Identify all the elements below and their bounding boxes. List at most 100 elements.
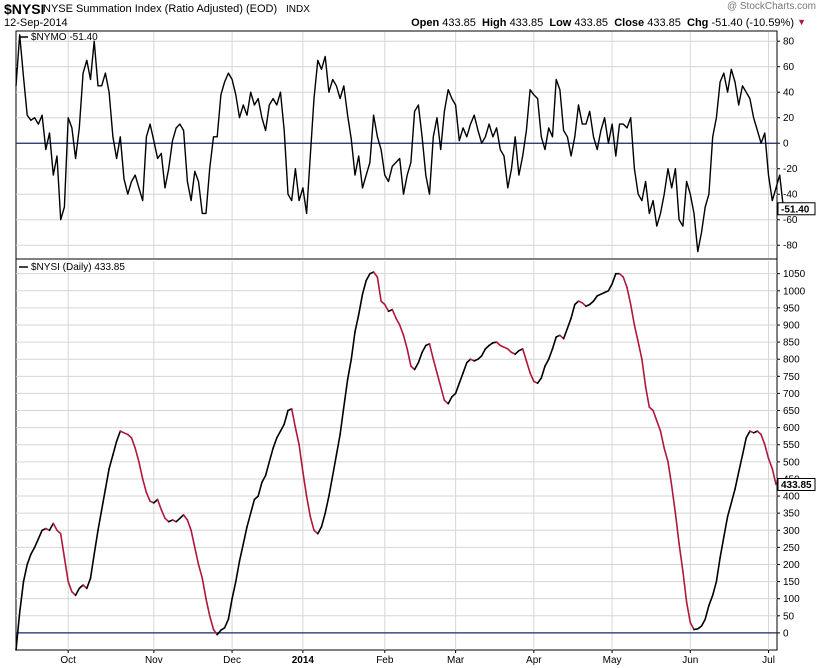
y-tick-label: 0 bbox=[783, 139, 789, 150]
nysi-series-segment bbox=[652, 409, 658, 422]
nysi-series-segment bbox=[760, 433, 766, 446]
nysi-series-segment bbox=[156, 498, 163, 511]
series-legend: $NYMO -51.40 bbox=[31, 32, 98, 43]
nysi-series-segment bbox=[309, 515, 315, 532]
nysi-series-segment bbox=[216, 629, 222, 636]
nysi-series-segment bbox=[618, 272, 625, 278]
nysi-series-segment bbox=[514, 349, 520, 355]
nysi-series-segment bbox=[372, 271, 379, 278]
high-label: High bbox=[482, 17, 507, 29]
stockcharts-credit: @ StockCharts.com bbox=[726, 1, 816, 12]
nysi-series-segment bbox=[145, 491, 151, 503]
y-tick-label: 1050 bbox=[783, 269, 806, 280]
nysi-series-segment bbox=[130, 437, 136, 450]
nysi-series-segment bbox=[633, 324, 640, 343]
y-tick-label: 40 bbox=[783, 88, 795, 99]
nysi-series-segment bbox=[208, 614, 215, 631]
nysi-series-segment bbox=[629, 303, 636, 326]
nysi-series-segment bbox=[525, 360, 531, 374]
nysi-series-segment bbox=[320, 512, 327, 528]
nysi-series-segment bbox=[413, 361, 420, 371]
nysi-series-segment bbox=[495, 341, 502, 347]
nysi-series-segment bbox=[465, 358, 472, 364]
chg-label: Chg bbox=[687, 17, 709, 29]
nysi-series-segment bbox=[391, 308, 397, 320]
nysi-series-segment bbox=[242, 525, 248, 545]
y-tick-label: 100 bbox=[783, 594, 800, 605]
nysi-series-segment bbox=[56, 529, 62, 535]
nysi-series-segment bbox=[86, 577, 92, 590]
nysi-series-segment bbox=[402, 334, 409, 350]
low-value: 433.85 bbox=[574, 17, 609, 29]
nysi-series-segment bbox=[342, 378, 349, 408]
nysi-series-segment bbox=[246, 512, 252, 528]
nysi-series-segment bbox=[406, 348, 412, 367]
nysi-series-segment bbox=[354, 313, 360, 333]
nysi-series-segment bbox=[380, 300, 386, 306]
nysi-series-segment bbox=[655, 419, 662, 432]
nysi-series-segment bbox=[33, 537, 40, 549]
nysi-series-segment bbox=[637, 341, 643, 361]
y-tick-label: 80 bbox=[783, 37, 795, 48]
down-arrow-icon: ▼ bbox=[797, 17, 806, 27]
nysi-series-segment bbox=[551, 336, 558, 350]
chart-description: NYSE Summation Index (Ratio Adjusted) (E… bbox=[43, 3, 278, 15]
nysi-series-segment bbox=[339, 406, 345, 436]
low-label: Low bbox=[549, 17, 572, 29]
nysi-series-segment bbox=[566, 317, 572, 330]
nysi-series-segment bbox=[257, 481, 263, 497]
nysi-series-segment bbox=[227, 597, 233, 621]
y-tick-label: -60 bbox=[783, 215, 798, 226]
nysi-series-segment bbox=[570, 303, 576, 320]
nysi-series-segment bbox=[22, 563, 29, 583]
x-tick-label: Oct bbox=[60, 655, 76, 666]
y-tick-label: 700 bbox=[783, 389, 800, 400]
nysi-series-segment bbox=[104, 467, 110, 491]
nysi-series-segment bbox=[78, 584, 84, 590]
nysi-series-segment bbox=[648, 406, 654, 412]
nysi-series-segment bbox=[302, 471, 308, 497]
y-tick-label: 0 bbox=[783, 628, 789, 639]
nysi-series-segment bbox=[328, 474, 334, 497]
nysi-series-segment bbox=[324, 495, 330, 515]
x-tick-label: Mar bbox=[447, 655, 465, 666]
nysi-series-segment bbox=[659, 430, 666, 450]
nysi-series-segment bbox=[298, 443, 304, 473]
nysi-series-segment bbox=[141, 478, 148, 494]
last-value-label: -51.40 bbox=[781, 204, 810, 215]
nysi-series-segment bbox=[30, 546, 36, 556]
nysi-series-segment bbox=[283, 409, 289, 426]
nysi-series-segment bbox=[74, 587, 81, 597]
y-tick-label: 950 bbox=[783, 303, 800, 314]
nysi-series-segment bbox=[451, 392, 457, 398]
nysi-series-segment bbox=[235, 560, 241, 583]
nysi-series-segment bbox=[395, 317, 401, 326]
nysi-series-segment bbox=[127, 433, 133, 439]
nysi-series-segment bbox=[477, 354, 483, 361]
nysi-series-segment bbox=[67, 580, 73, 593]
nysi-series-segment bbox=[71, 590, 77, 597]
nysi-series-segment bbox=[663, 447, 669, 463]
nysi-series-segment bbox=[726, 502, 733, 518]
nysi-series-segment bbox=[112, 440, 118, 456]
nysi-series-segment bbox=[160, 508, 166, 520]
nysi-series-segment bbox=[89, 553, 95, 580]
nysi-series-segment bbox=[175, 517, 181, 523]
nysi-series-segment bbox=[678, 543, 684, 573]
nysi-series-segment bbox=[294, 426, 300, 446]
nysi-series-segment bbox=[197, 563, 204, 580]
nysi-series-segment bbox=[734, 471, 740, 491]
nysi-series-segment bbox=[52, 522, 58, 532]
nysi-series-segment bbox=[316, 525, 323, 535]
quote-bar: Open 433.85 High 433.85 Low 433.85 Close… bbox=[411, 17, 794, 29]
nysi-series-segment bbox=[641, 358, 647, 388]
nysi-series-segment bbox=[48, 522, 55, 532]
nysi-series-segment bbox=[484, 344, 490, 350]
nysi-series-segment bbox=[93, 529, 99, 556]
nysi-series-segment bbox=[223, 618, 230, 629]
nysi-series-segment bbox=[272, 437, 278, 450]
nysi-series-segment bbox=[205, 597, 211, 617]
nysi-series-segment bbox=[264, 460, 271, 477]
nysi-series-segment bbox=[756, 430, 762, 436]
nysi-series-segment bbox=[611, 272, 617, 285]
